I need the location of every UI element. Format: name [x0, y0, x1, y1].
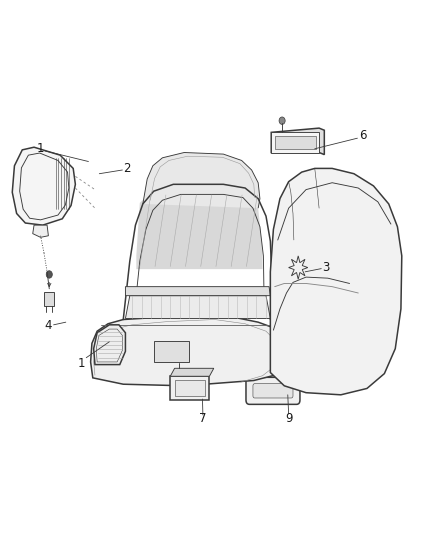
- Polygon shape: [91, 316, 290, 386]
- Circle shape: [172, 385, 176, 391]
- Polygon shape: [94, 325, 125, 365]
- Circle shape: [46, 271, 52, 278]
- Circle shape: [204, 385, 208, 391]
- Text: 4: 4: [45, 319, 52, 333]
- Polygon shape: [170, 368, 214, 376]
- Polygon shape: [275, 135, 316, 149]
- Circle shape: [34, 178, 43, 189]
- Polygon shape: [154, 341, 188, 362]
- Text: 2: 2: [123, 162, 131, 175]
- Polygon shape: [125, 287, 270, 296]
- Polygon shape: [44, 292, 54, 306]
- Polygon shape: [175, 381, 205, 396]
- Circle shape: [177, 358, 182, 365]
- Polygon shape: [170, 376, 209, 400]
- Text: 9: 9: [285, 411, 293, 425]
- FancyBboxPatch shape: [253, 384, 293, 398]
- Polygon shape: [143, 152, 260, 208]
- Polygon shape: [12, 147, 75, 225]
- Text: 7: 7: [199, 411, 207, 425]
- Polygon shape: [136, 190, 262, 269]
- Text: 3: 3: [322, 261, 329, 274]
- FancyBboxPatch shape: [246, 377, 300, 405]
- Circle shape: [279, 117, 285, 124]
- Text: 6: 6: [359, 128, 366, 141]
- Polygon shape: [271, 128, 324, 155]
- Polygon shape: [271, 132, 319, 152]
- Text: 1: 1: [77, 357, 85, 369]
- Text: 1: 1: [37, 142, 44, 155]
- Polygon shape: [33, 225, 48, 237]
- Polygon shape: [125, 296, 270, 318]
- Polygon shape: [270, 168, 402, 395]
- Circle shape: [295, 264, 301, 271]
